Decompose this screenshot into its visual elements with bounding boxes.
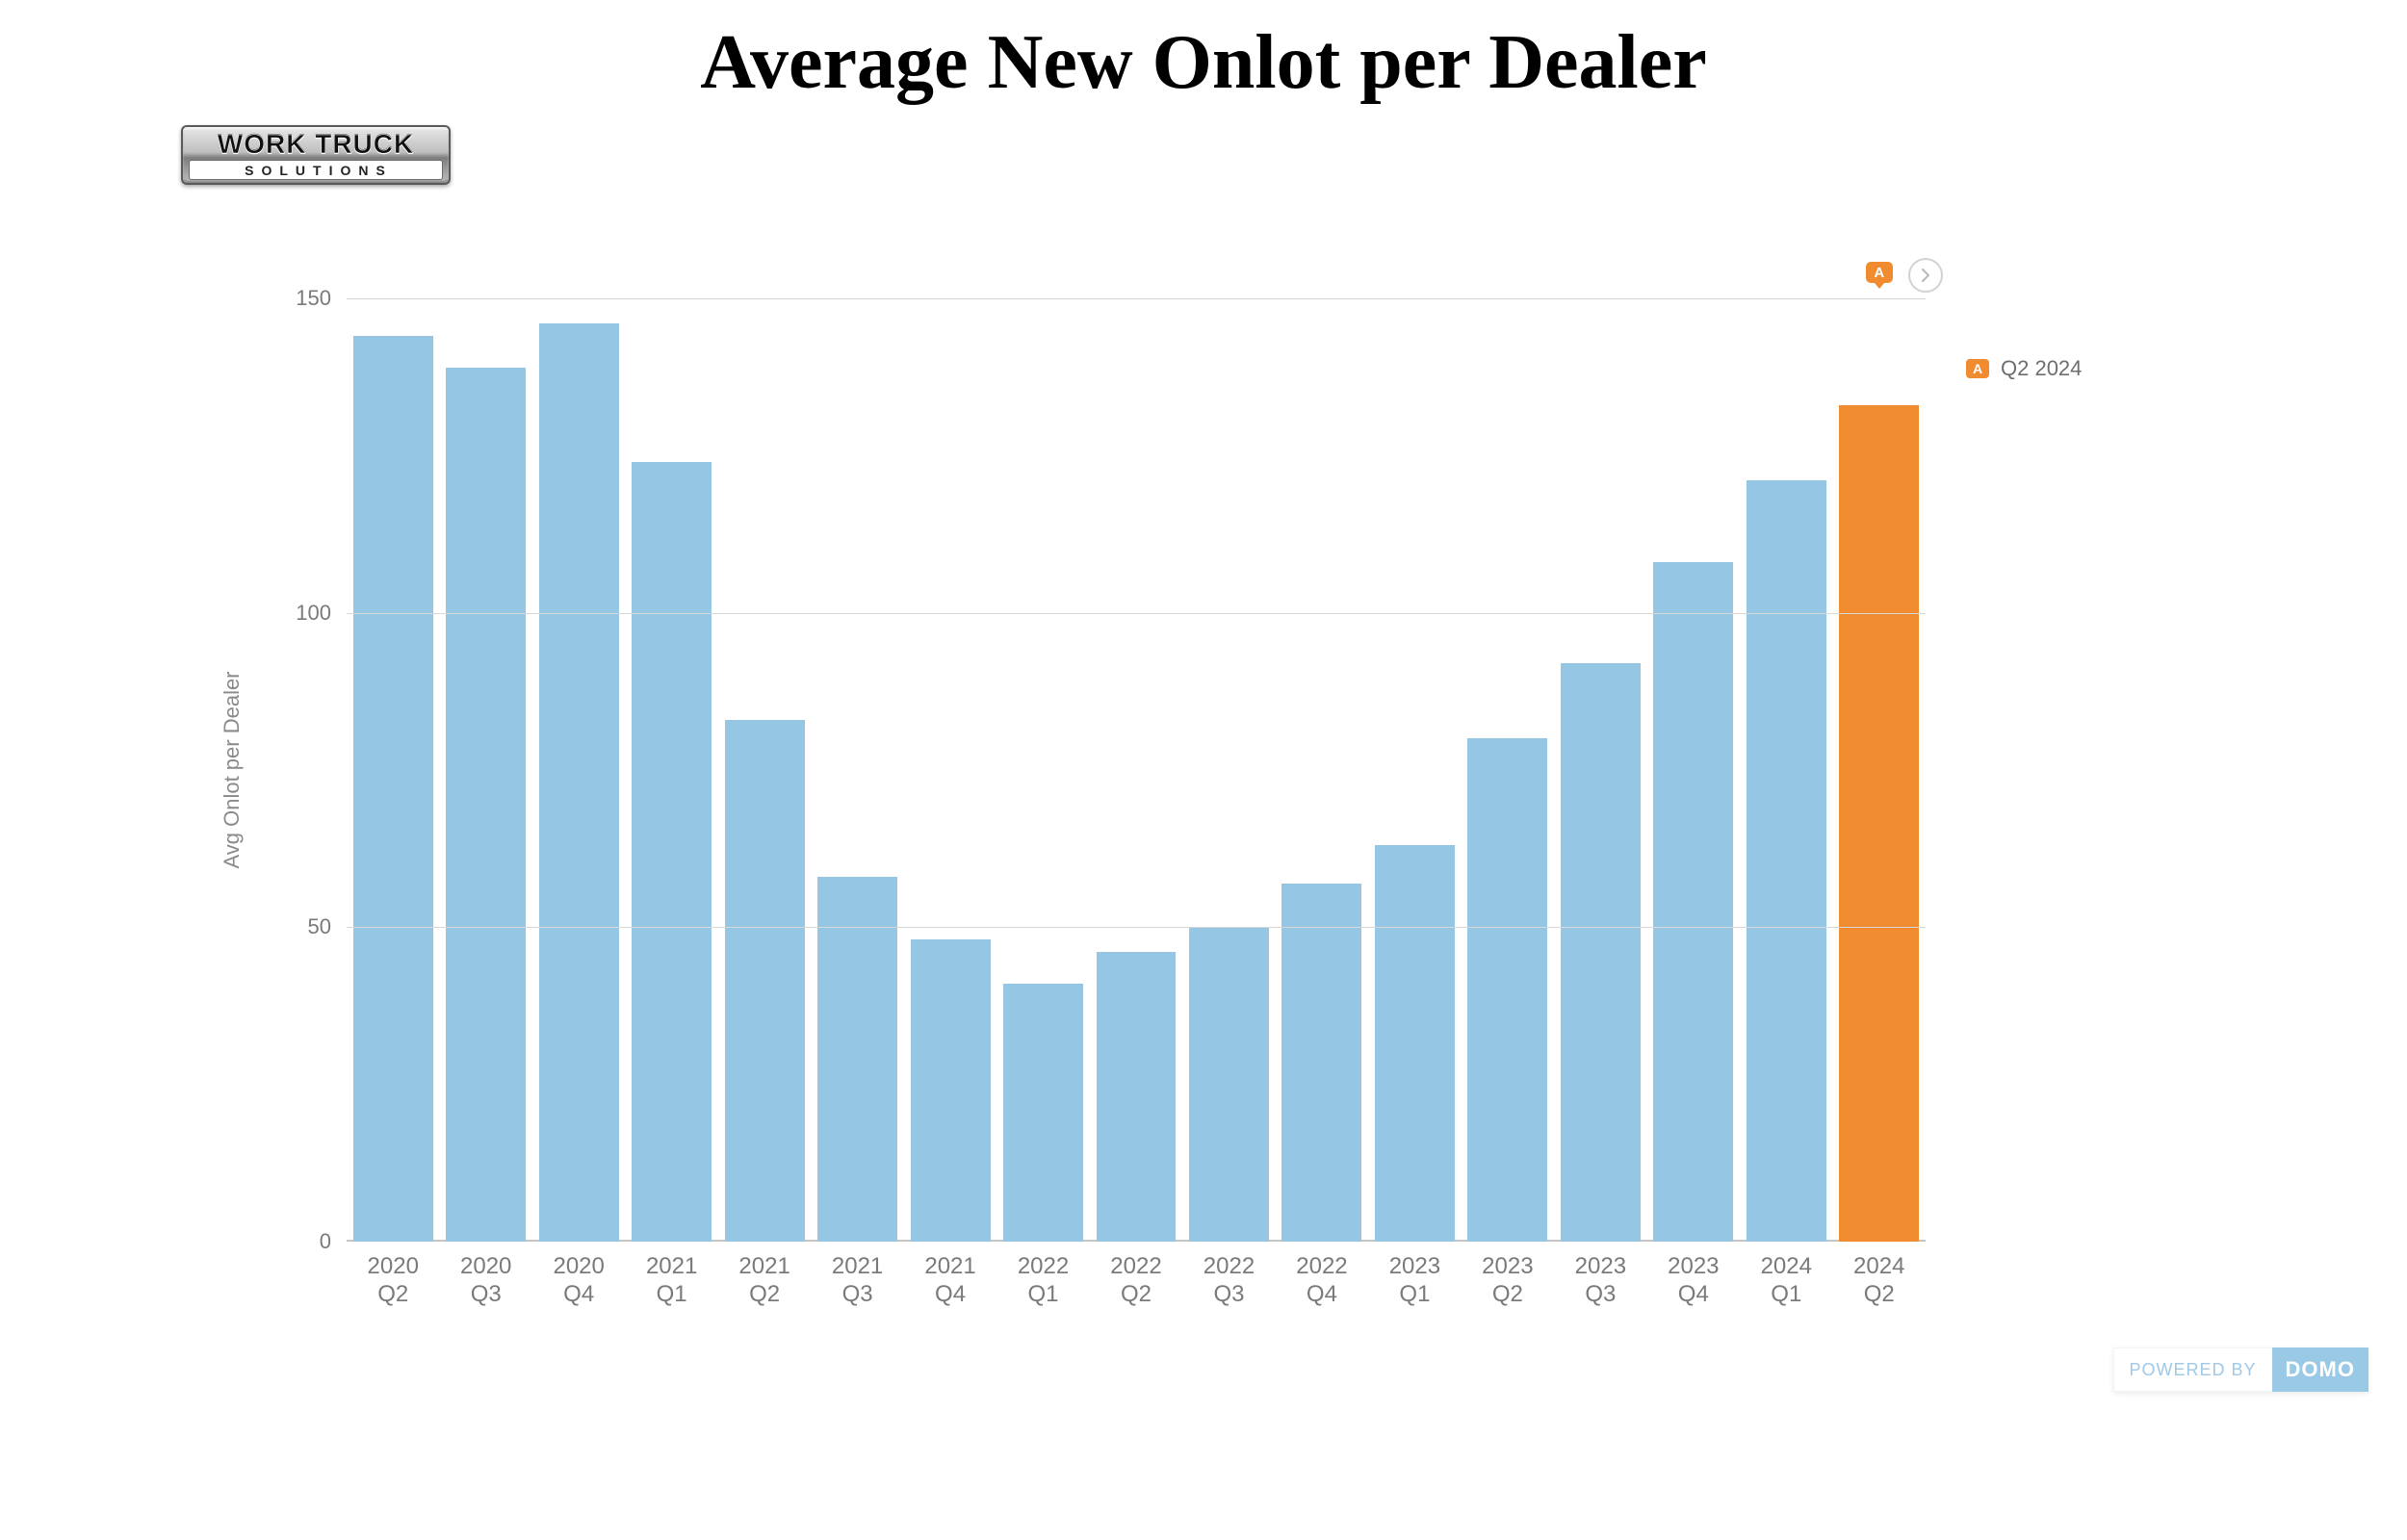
x-tick-label: 2023Q1: [1389, 1253, 1440, 1309]
x-axis-labels: 2020Q2 2020Q3 2020Q4 2021Q1 2021Q2 2021Q3 2021…: [347, 1253, 1926, 1330]
bar[interactable]: [1189, 927, 1269, 1242]
bar[interactable]: [1097, 952, 1177, 1242]
annotation-badge: A: [1866, 262, 1893, 283]
gridline: [347, 613, 1926, 614]
powered-by-text: POWERED BY: [2113, 1348, 2272, 1392]
chart-bars: [347, 298, 1926, 1242]
bar[interactable]: [725, 720, 805, 1242]
bar[interactable]: [817, 877, 897, 1242]
chart-area: 050100150: [308, 298, 1926, 1242]
x-tick-label: 2021Q1: [646, 1253, 697, 1309]
bar[interactable]: [1003, 984, 1083, 1242]
bar[interactable]: [1747, 480, 1826, 1242]
x-tick-label: 2020Q4: [553, 1253, 604, 1309]
bar-highlight[interactable]: [1839, 405, 1919, 1242]
page-title: Average New Onlot per Dealer: [0, 21, 2407, 104]
chevron-right-icon: [1919, 269, 1932, 282]
bar[interactable]: [353, 336, 433, 1242]
x-tick-label: 2022Q4: [1296, 1253, 1347, 1309]
x-tick-label: 2022Q3: [1204, 1253, 1255, 1309]
bar[interactable]: [446, 368, 526, 1242]
x-tick-label: 2022Q2: [1110, 1253, 1161, 1309]
logo-plate: WORK TRUCK SOLUTIONS: [181, 125, 451, 185]
domo-logo-text: DOMO: [2272, 1348, 2368, 1392]
logo-top-text: WORK TRUCK: [189, 130, 443, 158]
bar[interactable]: [1375, 845, 1455, 1242]
x-tick-label: 2020Q2: [368, 1253, 419, 1309]
annotation-next-button[interactable]: [1908, 258, 1943, 293]
x-tick-label: 2024Q1: [1761, 1253, 1812, 1309]
y-tick-label: 100: [296, 601, 331, 626]
annotation-badge-letter: A: [1874, 265, 1884, 281]
legend: A Q2 2024: [1966, 356, 2082, 381]
x-tick-label: 2021Q4: [924, 1253, 975, 1309]
x-tick-label: 2023Q2: [1482, 1253, 1533, 1309]
gridline: [347, 298, 1926, 299]
bar[interactable]: [1467, 738, 1547, 1242]
bar[interactable]: [539, 323, 619, 1242]
y-tick-label: 0: [320, 1229, 331, 1254]
bar[interactable]: [1561, 663, 1641, 1242]
work-truck-solutions-logo: WORK TRUCK SOLUTIONS: [181, 125, 451, 185]
x-tick-label: 2021Q3: [832, 1253, 883, 1309]
bar[interactable]: [1653, 562, 1733, 1242]
logo-sub-text: SOLUTIONS: [189, 160, 443, 180]
x-tick-label: 2023Q3: [1575, 1253, 1626, 1309]
x-tick-label: 2022Q1: [1018, 1253, 1069, 1309]
y-tick-label: 50: [308, 914, 331, 939]
bar[interactable]: [632, 462, 712, 1242]
x-tick-label: 2020Q3: [460, 1253, 511, 1309]
legend-badge: A: [1966, 359, 1989, 378]
y-tick-label: 150: [296, 286, 331, 311]
powered-by-badge: POWERED BY DOMO: [2113, 1348, 2368, 1392]
y-axis-label: Avg Onlot per Dealer: [220, 671, 245, 868]
legend-label: Q2 2024: [2001, 356, 2082, 381]
legend-badge-letter: A: [1973, 361, 1982, 376]
gridline: [347, 927, 1926, 928]
x-tick-label: 2023Q4: [1668, 1253, 1719, 1309]
x-tick-label: 2021Q2: [738, 1253, 789, 1309]
bar[interactable]: [1281, 884, 1361, 1242]
chart-plot: 050100150: [347, 298, 1926, 1242]
bar[interactable]: [911, 939, 991, 1242]
x-tick-label: 2024Q2: [1853, 1253, 1904, 1309]
